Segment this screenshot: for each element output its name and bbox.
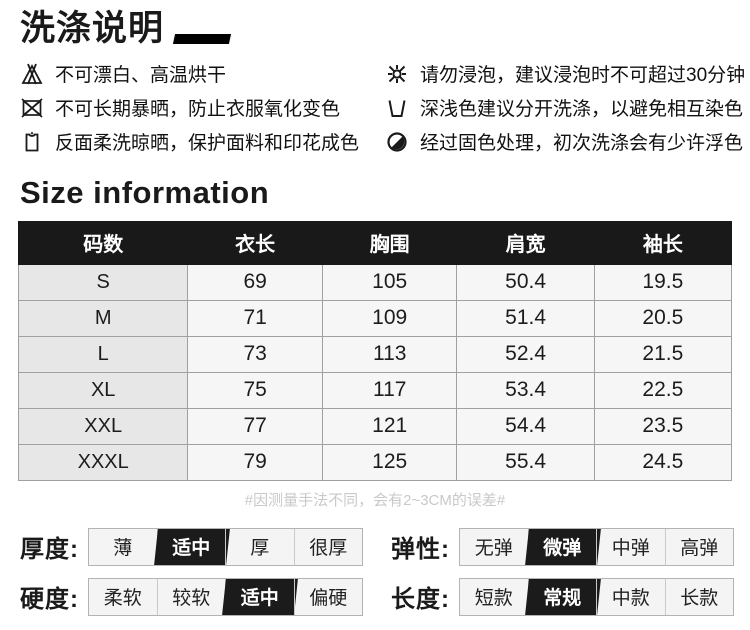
- attr-label: 硬度:: [20, 586, 79, 613]
- size-cell: XL: [17, 371, 189, 409]
- size-cell: XXXL: [17, 443, 189, 481]
- value-cell: 19.5: [593, 263, 733, 301]
- table-row: XXXL 79 125 55.4 24.5: [17, 443, 733, 481]
- size-cell: L: [17, 335, 189, 373]
- value-cell: 109: [321, 299, 458, 337]
- size-table-header-row: 码数 衣长 胸围 肩宽 袖长: [17, 220, 733, 265]
- value-cell: 105: [321, 263, 458, 301]
- wash-instruction-text: 反面柔洗晾晒，保护面料和印花成色: [55, 133, 360, 154]
- value-cell: 79: [187, 443, 323, 481]
- wash-section-title: 洗涤说明: [20, 9, 165, 48]
- size-section-title: Size information: [20, 174, 270, 210]
- option-soft: 柔软: [103, 588, 142, 609]
- attr-option-bar: 柔软 较软 适中 偏硬: [88, 577, 363, 616]
- inside-out-wash-icon: [20, 130, 46, 154]
- value-cell: 113: [321, 335, 458, 373]
- wash-instruction: 请勿浸泡，建议浸泡时不可超过30分钟: [385, 57, 750, 91]
- attr-thickness: 厚度: 薄 适中 厚 很厚: [20, 527, 363, 566]
- wash-instruction: 不可长期暴晒，防止衣服氧化变色: [20, 91, 385, 125]
- option-long: 长款: [664, 578, 734, 615]
- measurement-disclaimer: #因测量手法不同，会有2~3CM的误差#: [244, 491, 506, 509]
- table-row: L 73 113 52.4 21.5: [17, 335, 733, 373]
- value-cell: 52.4: [456, 335, 595, 373]
- value-cell: 125: [321, 443, 458, 481]
- column-header-length: 衣长: [187, 220, 323, 265]
- attr-option-bar: 薄 适中 厚 很厚: [88, 527, 363, 566]
- value-cell: 54.4: [456, 407, 595, 445]
- option-softer: 较软: [156, 578, 226, 615]
- wash-instruction-text: 请勿浸泡，建议浸泡时不可超过30分钟: [420, 65, 746, 86]
- separate-wash-icon: [385, 96, 411, 120]
- option-high-stretch: 高弹: [664, 528, 734, 565]
- value-cell: 22.5: [593, 371, 733, 409]
- wash-instruction-text: 深浅色建议分开洗涤，以避免相互染色: [420, 99, 744, 120]
- wash-instruction: 不可漂白、高温烘干: [20, 57, 385, 91]
- value-cell: 23.5: [593, 407, 733, 445]
- attr-length: 长度: 短款 常规 中款 长款: [391, 577, 734, 616]
- option-no-stretch: 无弹: [474, 538, 513, 559]
- value-cell: 71: [187, 299, 323, 337]
- wash-section-header: 洗涤说明: [20, 9, 750, 49]
- option-hard: 偏硬: [293, 578, 363, 615]
- option-mid-length: 中款: [596, 578, 665, 615]
- size-table: 码数 衣长 胸围 肩宽 袖长 S 69 105 50.4 19.5 M 71 1…: [17, 220, 733, 481]
- value-cell: 121: [321, 407, 458, 445]
- size-cell: M: [17, 299, 189, 337]
- option-medium-stretch: 中弹: [596, 528, 665, 565]
- color-fixed-icon: [385, 130, 411, 154]
- wash-instruction: 反面柔洗晾晒，保护面料和印花成色: [20, 125, 385, 159]
- attr-label: 厚度:: [20, 536, 79, 563]
- wash-instruction: 经过固色处理，初次洗涤会有少许浮色: [385, 125, 750, 159]
- option-slight-stretch: 微弹: [527, 528, 597, 565]
- column-header-sleeve: 袖长: [593, 220, 733, 265]
- fabric-attributes: 厚度: 薄 适中 厚 很厚 弹性: 无弹 微弹 中弹 高弹 硬度: 柔软 较软 …: [20, 527, 734, 616]
- value-cell: 51.4: [456, 299, 595, 337]
- option-short: 短款: [474, 588, 513, 609]
- table-row: S 69 105 50.4 19.5: [17, 263, 733, 301]
- no-sun-exposure-icon: [20, 96, 46, 120]
- option-medium-soft: 适中: [225, 578, 294, 615]
- value-cell: 24.5: [593, 443, 733, 481]
- value-cell: 55.4: [456, 443, 595, 481]
- wash-instructions: 不可漂白、高温烘干 不可长期暴晒，防止衣服氧化变色 反面柔洗晾晒，保护面料和印花…: [0, 57, 750, 159]
- value-cell: 117: [321, 371, 458, 409]
- attr-option-bar: 短款 常规 中款 长款: [459, 577, 734, 616]
- no-soak-icon: [385, 62, 411, 86]
- wash-instruction-text: 经过固色处理，初次洗涤会有少许浮色: [420, 133, 744, 154]
- column-header-bust: 胸围: [321, 220, 458, 265]
- table-row: M 71 109 51.4 20.5: [17, 299, 733, 337]
- value-cell: 50.4: [456, 263, 595, 301]
- option-medium: 适中: [156, 528, 226, 565]
- attr-softness: 硬度: 柔软 较软 适中 偏硬: [20, 577, 363, 616]
- column-header-size: 码数: [17, 220, 189, 265]
- value-cell: 53.4: [456, 371, 595, 409]
- title-underline-bar: [172, 33, 232, 44]
- table-row: XL 75 117 53.4 22.5: [17, 371, 733, 409]
- size-cell: XXL: [17, 407, 189, 445]
- size-cell: S: [17, 263, 189, 301]
- attr-elasticity: 弹性: 无弹 微弹 中弹 高弹: [391, 527, 734, 566]
- column-header-shoulder: 肩宽: [456, 220, 595, 265]
- value-cell: 73: [187, 335, 323, 373]
- option-thin: 薄: [113, 538, 133, 559]
- attr-option-bar: 无弹 微弹 中弹 高弹: [459, 527, 734, 566]
- value-cell: 75: [187, 371, 323, 409]
- table-row: XXL 77 121 54.4 23.5: [17, 407, 733, 445]
- no-bleach-icon: [20, 62, 46, 86]
- attr-label: 长度:: [391, 586, 450, 613]
- wash-instruction-text: 不可长期暴晒，防止衣服氧化变色: [55, 99, 341, 120]
- wash-instruction: 深浅色建议分开洗涤，以避免相互染色: [385, 91, 750, 125]
- attr-label: 弹性:: [391, 536, 450, 563]
- value-cell: 21.5: [593, 335, 733, 373]
- option-thick: 厚: [225, 528, 294, 565]
- option-regular: 常规: [527, 578, 597, 615]
- value-cell: 77: [187, 407, 323, 445]
- option-very-thick: 很厚: [293, 528, 363, 565]
- wash-instruction-text: 不可漂白、高温烘干: [55, 65, 227, 86]
- value-cell: 69: [187, 263, 323, 301]
- value-cell: 20.5: [593, 299, 733, 337]
